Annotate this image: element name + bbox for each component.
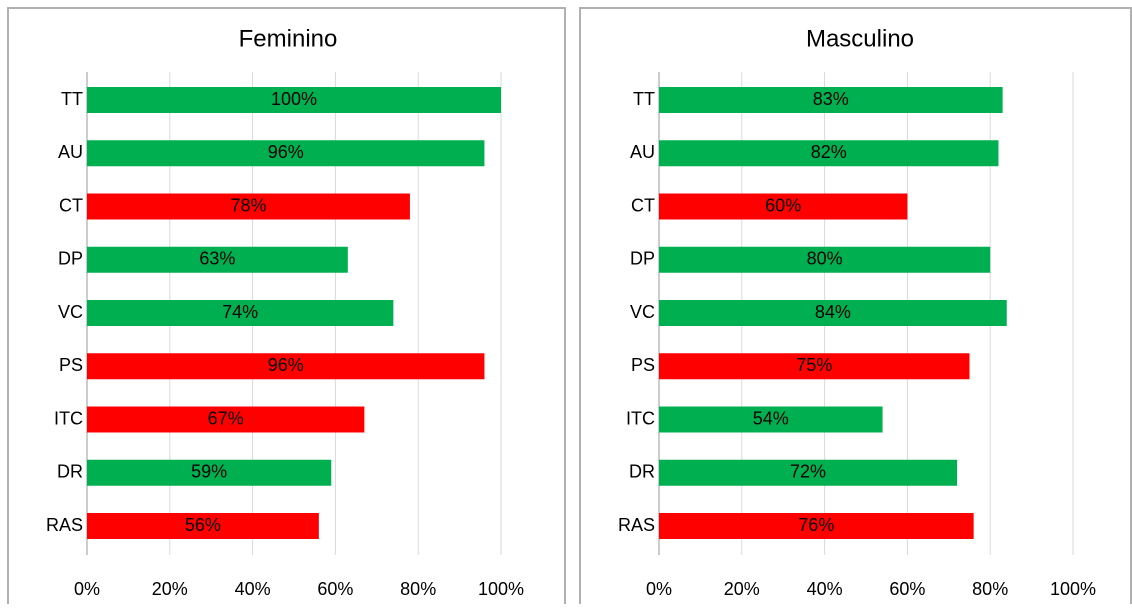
y-tick-label: PS — [59, 355, 83, 375]
bar — [659, 193, 908, 220]
data-label: 82% — [811, 142, 847, 162]
data-label: 78% — [230, 195, 266, 215]
x-tick-label: 60% — [889, 579, 925, 599]
data-label: 84% — [815, 302, 851, 322]
bar — [87, 513, 319, 539]
y-tick-label: RAS — [46, 515, 83, 535]
bar — [87, 87, 501, 113]
x-tick-label: 60% — [317, 579, 353, 599]
x-tick-label: 20% — [724, 579, 760, 599]
data-label: 56% — [185, 515, 221, 535]
data-label: 80% — [807, 249, 843, 269]
bar — [659, 406, 883, 433]
bar — [659, 140, 999, 167]
bar — [659, 246, 991, 273]
data-label: 67% — [208, 408, 244, 428]
x-tick-label: 40% — [235, 579, 271, 599]
bar — [87, 246, 348, 273]
y-tick-label: ITC — [626, 408, 655, 428]
bar — [87, 300, 394, 326]
bar — [87, 406, 365, 433]
x-tick-label: 0% — [74, 579, 100, 599]
y-tick-label: DR — [629, 462, 655, 482]
y-tick-label: TT — [61, 89, 83, 109]
y-tick-label: VC — [58, 302, 83, 322]
y-tick-label: CT — [59, 195, 83, 215]
data-label: 76% — [798, 515, 834, 535]
x-tick-label: 80% — [972, 579, 1008, 599]
y-tick-label: VC — [630, 302, 655, 322]
y-tick-label: ITC — [54, 408, 83, 428]
chart-title: Feminino — [239, 25, 338, 52]
bar — [87, 140, 485, 167]
data-label: 59% — [191, 462, 227, 482]
y-tick-label: TT — [633, 89, 655, 109]
y-tick-label: CT — [631, 195, 655, 215]
x-tick-label: 100% — [478, 579, 524, 599]
data-label: 83% — [813, 89, 849, 109]
data-label: 74% — [222, 302, 258, 322]
chart-title: Masculino — [806, 25, 914, 52]
x-tick-label: 80% — [400, 579, 436, 599]
bar — [659, 513, 974, 539]
y-tick-label: PS — [631, 355, 655, 375]
bar — [659, 459, 958, 486]
bar — [87, 353, 485, 380]
bar — [659, 353, 970, 380]
data-label: 96% — [268, 355, 304, 375]
y-tick-label: RAS — [618, 515, 655, 535]
data-label: 54% — [753, 408, 789, 428]
bar — [659, 300, 1007, 326]
data-label: 100% — [271, 89, 317, 109]
y-tick-label: DR — [57, 462, 83, 482]
x-tick-label: 0% — [646, 579, 672, 599]
x-tick-label: 100% — [1050, 579, 1096, 599]
data-label: 72% — [790, 462, 826, 482]
bar — [659, 87, 1003, 113]
x-tick-label: 40% — [807, 579, 843, 599]
y-tick-label: DP — [58, 249, 83, 269]
bar — [87, 459, 332, 486]
bar — [87, 193, 410, 220]
data-label: 96% — [268, 142, 304, 162]
x-tick-label: 20% — [152, 579, 188, 599]
data-label: 63% — [199, 249, 235, 269]
data-label: 75% — [796, 355, 832, 375]
y-tick-label: AU — [630, 142, 655, 162]
y-tick-label: DP — [630, 249, 655, 269]
y-tick-label: AU — [58, 142, 83, 162]
data-label: 60% — [765, 195, 801, 215]
